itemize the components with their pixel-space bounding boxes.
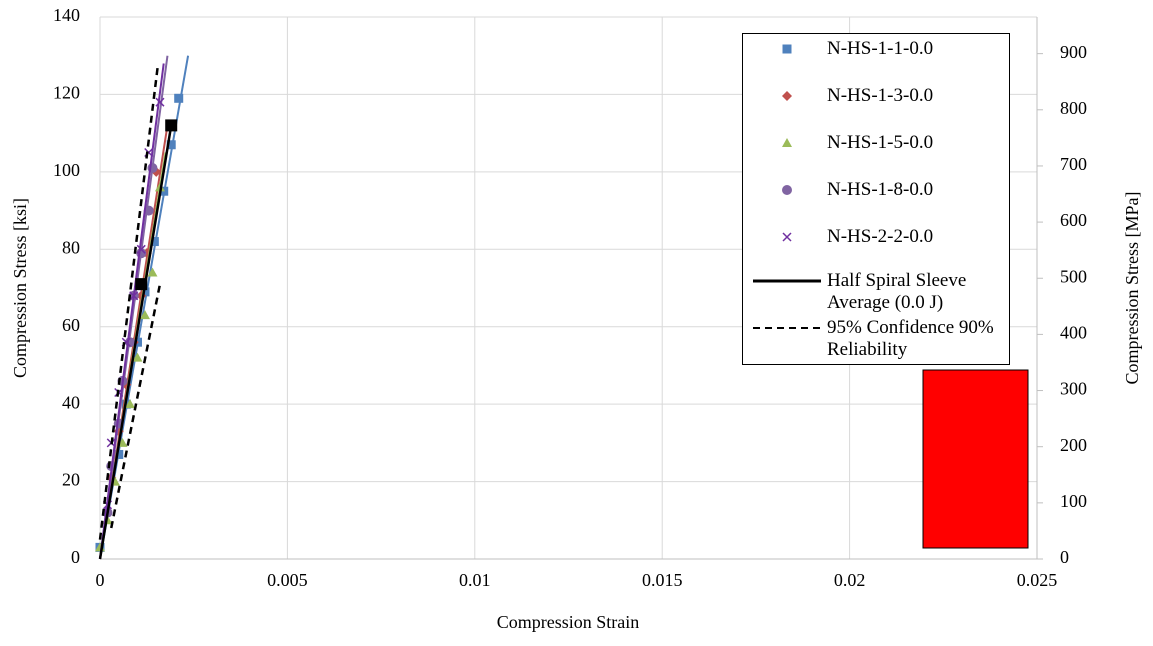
y2-tick-label: 0 [1060, 547, 1069, 567]
y-tick-label: 120 [53, 83, 80, 103]
legend-swatch [782, 138, 792, 147]
marker [782, 91, 792, 101]
marker [782, 138, 792, 147]
y2-tick-label: 600 [1060, 210, 1087, 230]
x-axis-title: Compression Strain [497, 612, 640, 632]
y2-tick-label: 700 [1060, 154, 1087, 174]
x-tick-label: 0.005 [267, 570, 308, 590]
marker [165, 119, 178, 132]
x-tick-label: 0.025 [1017, 570, 1058, 590]
legend-label: N-HS-1-8-0.0 [827, 179, 934, 200]
marker [124, 399, 135, 409]
marker [782, 232, 792, 242]
y2-tick-label: 900 [1060, 42, 1087, 62]
marker [129, 291, 139, 301]
marker [132, 352, 143, 362]
y-tick-label: 60 [62, 315, 80, 335]
legend-label: N-HS-1-5-0.0 [827, 132, 934, 153]
y2-axis-title: Compression Stress [MPa] [1122, 192, 1142, 385]
x-tick-label: 0.02 [834, 570, 866, 590]
marker [782, 185, 792, 195]
artifact-box [922, 369, 1029, 549]
legend-label: N-HS-2-2-0.0 [827, 226, 934, 247]
marker [139, 310, 150, 320]
y-axis-title: Compression Stress [ksi] [10, 198, 30, 378]
legend-swatch [782, 232, 792, 242]
legend-swatch [753, 279, 821, 283]
y2-tick-label: 400 [1060, 323, 1087, 343]
y-tick-label: 0 [71, 547, 80, 567]
legend-swatch [782, 91, 792, 101]
marker [147, 267, 158, 277]
legend: N-HS-1-1-0.0 N-HS-1-3-0.0 N-HS-1-5-0.0 N-HS… [742, 33, 1010, 365]
y2-tick-label: 100 [1060, 491, 1087, 511]
marker [166, 140, 176, 150]
y2-tick-label: 300 [1060, 379, 1087, 399]
marker [782, 44, 792, 54]
y-tick-label: 140 [53, 5, 80, 25]
y-tick-label: 40 [62, 392, 80, 412]
fit-line [99, 63, 165, 560]
marker [155, 97, 165, 107]
legend-label: N-HS-1-3-0.0 [827, 85, 934, 106]
legend-label: Half Spiral Sleeve Average (0.0 J) [827, 270, 967, 313]
marker [114, 449, 124, 459]
x-tick-label: 0.015 [642, 570, 683, 590]
y-tick-label: 100 [53, 160, 80, 180]
y-tick-label: 80 [62, 237, 80, 257]
legend-label: N-HS-1-1-0.0 [827, 38, 934, 59]
y2-tick-label: 500 [1060, 266, 1087, 286]
y2-tick-label: 200 [1060, 435, 1087, 455]
fit-line [98, 125, 173, 560]
y-tick-label: 20 [62, 470, 80, 490]
marker [135, 278, 148, 291]
legend-swatch [782, 44, 792, 54]
marker [143, 205, 154, 216]
marker [149, 237, 159, 247]
marker [174, 93, 184, 103]
x-tick-label: 0.01 [459, 570, 491, 590]
marker [136, 244, 146, 254]
y2-tick-label: 800 [1060, 98, 1087, 118]
legend-swatch [753, 327, 821, 329]
x-tick-label: 0 [96, 570, 105, 590]
legend-label: 95% Confidence 90% Reliability [827, 317, 994, 360]
fit-line [98, 63, 162, 540]
legend-swatch [782, 185, 792, 195]
